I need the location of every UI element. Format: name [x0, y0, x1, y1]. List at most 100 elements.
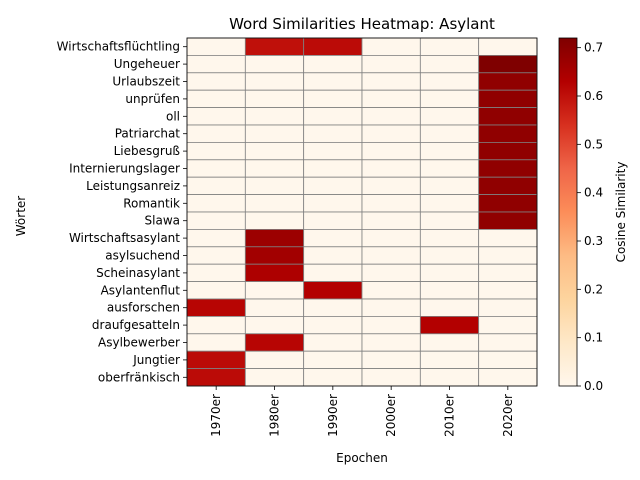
- y-axis-label: Wörter: [14, 196, 28, 237]
- heatmap-cell: [361, 124, 421, 143]
- y-tick-label: oberfränkisch: [98, 370, 180, 384]
- heatmap-cell: [419, 263, 480, 283]
- heatmap-cell: [303, 72, 363, 91]
- heatmap-cell: [186, 228, 246, 248]
- heatmap-cell: [303, 107, 363, 126]
- colorbar-tick-label: 0.0: [584, 379, 603, 393]
- heatmap-cell: [186, 55, 246, 74]
- heatmap-cell: [186, 194, 246, 213]
- heatmap-cell: [478, 141, 538, 161]
- heatmap-cell: [361, 176, 421, 195]
- heatmap-cell: [303, 89, 363, 108]
- heatmap-cell: [186, 368, 246, 387]
- colorbar-tick-label: 0.1: [584, 331, 603, 345]
- heatmap-cell: [303, 368, 363, 387]
- heatmap-cell: [244, 159, 305, 178]
- colorbar-tick-label: 0.5: [584, 137, 603, 151]
- heatmap-cell: [478, 263, 538, 283]
- colorbar-tick-label: 0.3: [584, 234, 603, 248]
- heatmap-cell: [361, 315, 421, 335]
- y-tick-label: oll: [166, 109, 180, 123]
- colorbar-gradient: [558, 37, 578, 387]
- heatmap-cell: [244, 350, 305, 370]
- y-tick-label: Ungeheuer: [114, 57, 180, 71]
- heatmap-cell: [361, 107, 421, 126]
- heatmap-cell: [478, 315, 538, 335]
- heatmap-cell: [478, 107, 538, 126]
- heatmap-cell: [478, 298, 538, 317]
- y-tick-label: Wirtschaftsasylant: [69, 231, 180, 245]
- y-tick-label: Wirtschaftsflüchtling: [57, 40, 180, 54]
- heatmap-cell: [303, 211, 363, 230]
- heatmap-cell: [303, 176, 363, 195]
- colorbar-ticks: 0.0 0.1 0.2 0.3 0.4 0.5 0.6 0.7: [577, 41, 603, 393]
- heatmap-cell: [186, 159, 246, 178]
- heatmap-cell: [303, 246, 363, 265]
- heatmap-cell: [244, 176, 305, 195]
- heatmap-cell: [361, 211, 421, 230]
- y-tick-label: ausforschen: [107, 301, 180, 315]
- heatmap-cell: [186, 246, 246, 265]
- heatmap-cell: [478, 37, 538, 56]
- heatmap-cell: [186, 350, 246, 370]
- heatmap-cell: [419, 194, 480, 213]
- x-tick-label: 1970er: [209, 394, 223, 437]
- heatmap-cell: [478, 176, 538, 195]
- heatmap-cell: [303, 55, 363, 74]
- heatmap-cell: [478, 368, 538, 387]
- heatmap-cell: [244, 315, 305, 335]
- heatmap-cell: [244, 333, 305, 352]
- y-tick-label: Leistungsanreiz: [86, 179, 180, 193]
- heatmap-cell: [419, 107, 480, 126]
- plot-frame: [186, 37, 538, 387]
- heatmap-cell: [186, 37, 246, 56]
- heatmap-cell: [419, 141, 480, 161]
- y-tick-label: Asylantenflut: [101, 283, 181, 297]
- heatmap-cell: [419, 211, 480, 230]
- y-tick-label: unprüfen: [125, 92, 180, 106]
- heatmap-cell: [244, 55, 305, 74]
- heatmap-cell: [186, 107, 246, 126]
- heatmap-cell: [244, 246, 305, 265]
- heatmap-cell: [361, 281, 421, 300]
- heatmap-cell: [419, 281, 480, 300]
- heatmap-cell: [303, 333, 363, 352]
- heatmap-cell: [186, 124, 246, 143]
- heatmap-cell: [303, 315, 363, 335]
- heatmap-cell: [478, 55, 538, 74]
- heatmap-cell: [303, 350, 363, 370]
- y-tick-label: asylsuchend: [105, 249, 180, 263]
- heatmap-cell: [186, 176, 246, 195]
- heatmap-cell: [419, 159, 480, 178]
- heatmap-cell: [186, 72, 246, 91]
- heatmap-cell: [361, 89, 421, 108]
- heatmap-cell: [361, 72, 421, 91]
- y-tick-label: Urlaubszeit: [112, 75, 180, 89]
- x-tick-label: 2020er: [501, 394, 515, 437]
- heatmap-cell: [361, 350, 421, 370]
- y-tick-label: Asylbewerber: [98, 336, 180, 350]
- heatmap-cell: [303, 298, 363, 317]
- heatmap-cell: [361, 141, 421, 161]
- heatmap-cell: [478, 72, 538, 91]
- heatmap-cell: [419, 89, 480, 108]
- heatmap-cell: [361, 263, 421, 283]
- colorbar: 0.0 0.1 0.2 0.3 0.4 0.5 0.6 0.7 Cosine Similari…: [558, 37, 628, 393]
- heatmap-cell: [361, 37, 421, 56]
- heatmap-cell: [361, 159, 421, 178]
- heatmap-cell: [478, 281, 538, 300]
- heatmap-cell: [186, 333, 246, 352]
- heatmap-cell: [419, 37, 480, 56]
- heatmap-cell: [186, 211, 246, 230]
- heatmap-cell: [361, 228, 421, 248]
- heatmap-cell: [303, 159, 363, 178]
- heatmap-cell: [478, 228, 538, 248]
- y-tick-label: Internierungslager: [69, 162, 180, 176]
- x-axis-label: Epochen: [336, 451, 388, 465]
- heatmap-cell: [361, 194, 421, 213]
- x-tick-label: 2000er: [384, 394, 398, 437]
- heatmap-cell: [478, 194, 538, 213]
- heatmap-cell: [244, 228, 305, 248]
- heatmap-cell: [419, 350, 480, 370]
- heatmap-cell: [244, 263, 305, 283]
